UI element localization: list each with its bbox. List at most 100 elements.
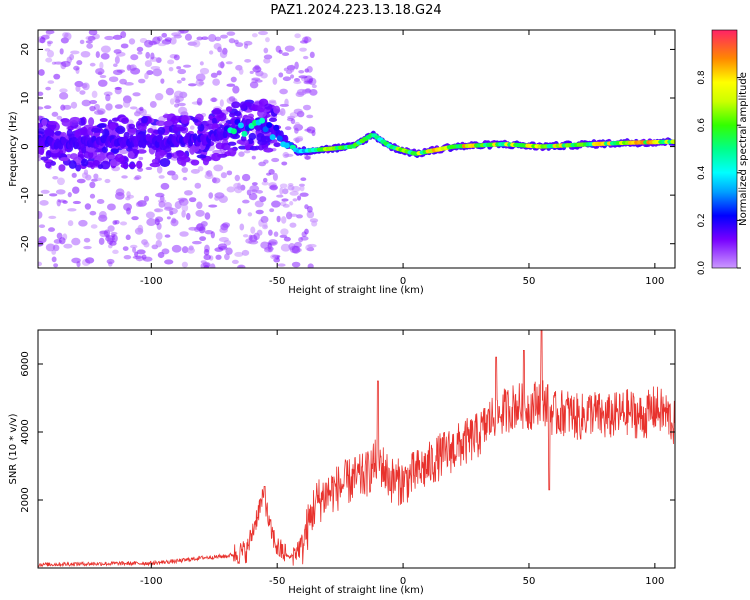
spectrogram-noise-blob <box>155 92 164 101</box>
spectrogram-band-blob <box>80 126 88 135</box>
spectrogram-band-blob <box>208 115 214 120</box>
spectrogram-noise-blob <box>71 186 80 194</box>
spectrogram-noise-blob <box>135 255 144 262</box>
spectrogram-noise-blob <box>72 200 81 205</box>
spectrogram-noise-blob <box>209 263 216 268</box>
spectrogram-noise-blob <box>219 50 228 59</box>
spectrogram-noise-blob <box>145 166 153 171</box>
spectrogram-noise-blob <box>281 52 290 57</box>
y-tick-label: -20 <box>20 236 31 252</box>
spectrogram-noise-blob <box>298 75 308 79</box>
spectrogram-noise-blob <box>39 199 49 206</box>
spectrogram-noise-blob <box>304 228 309 235</box>
spectrogram-noise-blob <box>197 166 204 172</box>
spectrogram-noise-blob <box>208 34 217 42</box>
spectrogram-noise-blob <box>84 203 92 210</box>
spectrogram-noise-blob <box>263 221 268 228</box>
spectrogram-noise-blob <box>285 211 293 220</box>
spectrogram-noise-blob <box>299 192 309 197</box>
spectrogram-noise-blob <box>217 62 225 68</box>
spectrogram-noise-blob <box>251 155 256 160</box>
spectrogram-band-blob <box>192 118 199 123</box>
spectrogram-noise-blob <box>149 100 157 108</box>
spectrogram-noise-blob <box>83 169 89 176</box>
spectrogram-noise-blob <box>226 83 236 87</box>
spectrogram-noise-blob <box>39 37 46 44</box>
snr-series-line <box>38 330 675 568</box>
spectrogram-band-blob <box>45 161 52 169</box>
spectrogram-noise-blob <box>59 48 64 55</box>
spectrogram-noise-blob <box>75 85 81 92</box>
spectrogram-noise-blob <box>272 172 278 181</box>
spectrogram-noise-blob <box>79 90 86 95</box>
spectrogram-band-blob <box>54 130 62 136</box>
spectrogram-noise-blob <box>176 66 182 70</box>
spectrogram-noise-blob <box>254 200 264 208</box>
spectrogram-band-blob <box>74 129 82 139</box>
spectrogram-noise-blob <box>122 100 131 108</box>
spectrogram-noise-blob <box>226 170 233 176</box>
spectrogram-noise-blob <box>243 43 249 49</box>
spectrogram-noise-blob <box>119 149 129 155</box>
spectrogram-noise-blob <box>196 201 203 210</box>
spectrogram-noise-blob <box>38 91 44 96</box>
spectrogram-noise-blob <box>38 236 47 244</box>
spectrogram-noise-blob <box>116 69 126 73</box>
spectrogram-noise-blob <box>171 32 181 37</box>
spectrogram-noise-blob <box>219 99 224 107</box>
spectrogram-noise-blob <box>283 153 294 157</box>
spectrogram-band-blob <box>215 142 225 150</box>
spectrogram-noise-blob <box>294 33 301 39</box>
spectrogram-noise-blob <box>228 38 236 44</box>
snr-y-ticks: 2000 4000 6000 <box>20 351 675 513</box>
spectrogram-noise-blob <box>78 219 88 227</box>
spectrogram-noise-blob <box>70 101 78 109</box>
spectrogram-noise-blob <box>48 215 57 220</box>
spectrogram-noise-blob <box>176 80 182 84</box>
spectrogram-noise-blob <box>97 79 108 87</box>
spectrogram-noise-blob <box>212 78 220 86</box>
spectrogram-noise-blob <box>279 183 288 189</box>
spectrogram-noise-blob <box>63 243 73 249</box>
spectrogram-band-blob <box>273 105 281 114</box>
spectrogram-noise-blob <box>177 68 187 75</box>
spectrogram-noise-blob <box>76 178 86 184</box>
spectrogram-noise-blob <box>105 94 111 102</box>
spectrogram-noise-blob <box>282 188 289 195</box>
spectrogram-noise-blob <box>213 43 222 50</box>
spectrogram-noise-blob <box>306 66 313 73</box>
spectrogram-noise-blob <box>203 248 210 256</box>
spectrogram-noise-blob <box>95 51 100 59</box>
spectrogram-noise-blob <box>212 177 221 184</box>
spectrogram-band-blob <box>40 156 49 161</box>
spectrogram-noise-blob <box>139 106 144 111</box>
spectrogram-noise-blob <box>303 80 313 85</box>
spectrogram-noise-blob <box>304 155 311 160</box>
colorbar-ticks: 0.0 0.2 0.4 0.6 0.8 <box>697 70 741 275</box>
spectrogram-noise-blob <box>161 32 168 38</box>
spectrogram-band-blob <box>263 147 274 153</box>
spectrogram-noise-blob <box>164 259 174 265</box>
spectrogram-noise-blob <box>232 85 240 94</box>
spectrogram-noise-blob <box>218 195 228 204</box>
spectrogram-noise-blob <box>214 36 222 42</box>
spectrogram-noise-blob <box>204 212 211 220</box>
spectrogram-noise-blob <box>244 59 252 63</box>
spectrogram-noise-blob <box>120 43 129 49</box>
spectrogram-noise-blob <box>44 48 51 52</box>
spectrogram-band-blob <box>136 149 147 154</box>
spectrogram-noise-blob <box>38 154 42 162</box>
spectrogram-noise-blob <box>196 97 203 106</box>
spectrogram-noise-blob <box>256 229 263 236</box>
spectrogram-noise-blob <box>222 222 231 228</box>
spectrogram-noise-blob <box>181 167 189 173</box>
spectrogram-noise-blob <box>99 210 107 219</box>
spectrogram-noise-blob <box>85 40 93 44</box>
spectrogram-band-blob <box>58 164 66 172</box>
spectrogram-noise-blob <box>137 51 143 55</box>
colorbar-tick-label: 0.6 <box>697 118 707 133</box>
spectrogram-noise-blob <box>95 177 102 181</box>
spectrogram-noise-blob <box>212 149 223 155</box>
spectrogram-noise-blob <box>61 60 71 68</box>
spectrogram-noise-blob <box>299 185 305 192</box>
